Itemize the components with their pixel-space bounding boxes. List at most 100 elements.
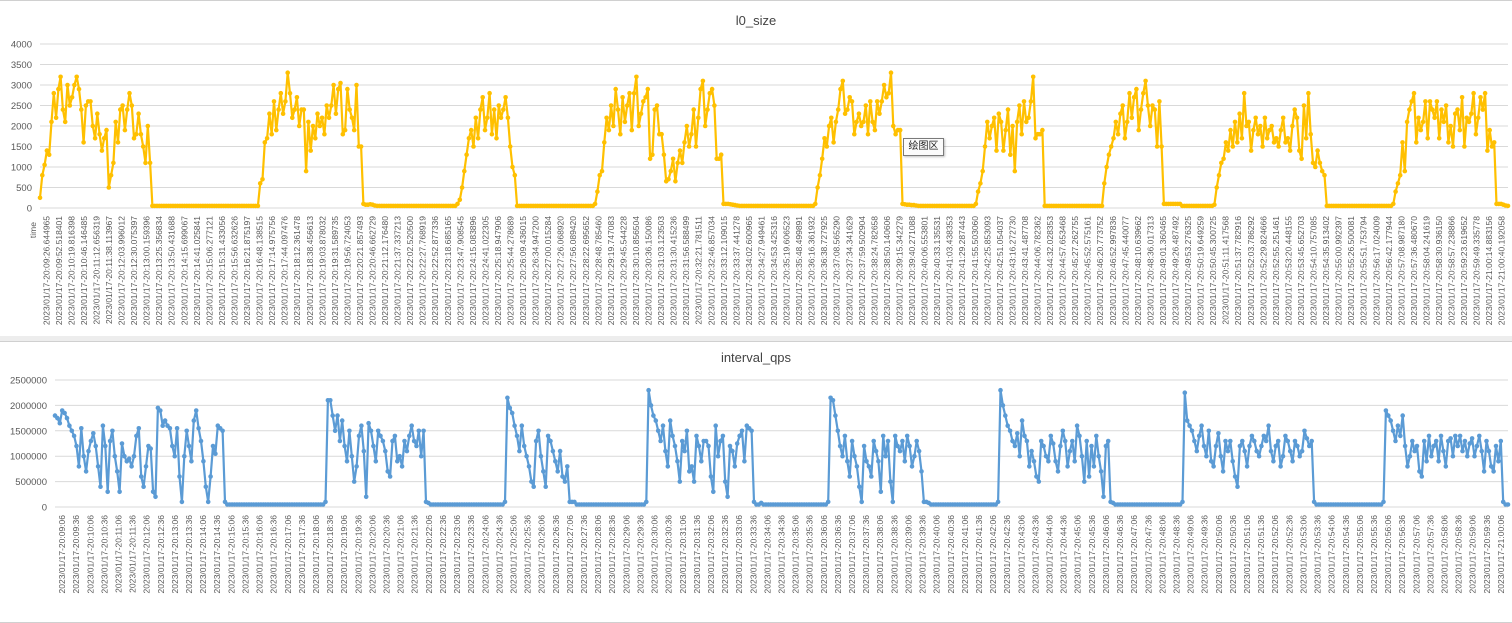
interval-qps-chart[interactable]: 0 500000 1000000 1500000 2000000 2500000 2023/… xyxy=(0,342,1512,622)
chart1-x-tick-label: 2023/01/17-20:26:36 xyxy=(551,515,561,594)
chart0-data-point xyxy=(1491,140,1497,145)
chart1-data-point xyxy=(1103,443,1109,449)
chart0-data-point xyxy=(813,201,818,207)
chart1-data-point xyxy=(687,469,692,474)
chart1-x-tick-label: 2023/01/17-20:46:06 xyxy=(1101,515,1111,594)
chart1-data-point xyxy=(885,438,891,444)
chart1-data-point xyxy=(1469,436,1475,441)
chart0-data-point xyxy=(72,82,77,88)
chart1-x-tick-label: 2023/01/17-20:21:36 xyxy=(410,515,420,594)
chart1-data-point xyxy=(421,428,426,434)
chart0-data-point xyxy=(613,86,618,92)
chart0-data-point xyxy=(69,95,75,100)
chart1-data-point xyxy=(655,428,661,434)
chart0-data-point xyxy=(143,160,148,166)
chart1-data-point xyxy=(1433,438,1439,444)
chart1-data-point xyxy=(1096,453,1101,459)
chart1-data-point xyxy=(198,438,204,444)
chart1-data-point xyxy=(119,441,125,446)
chart0-data-point xyxy=(340,131,346,137)
chart0-x-tick-label: 2023/01/17-20:44:57.653468 xyxy=(1058,216,1068,325)
chart0-x-tick-label: 2023/01/17-20:22:02.520500 xyxy=(405,216,415,325)
chart1-data-point xyxy=(914,438,919,444)
chart0-data-point xyxy=(1230,144,1236,149)
chart0-data-point xyxy=(267,111,272,116)
chart1-data-point xyxy=(1017,453,1022,459)
chart1-data-point xyxy=(1402,443,1408,449)
chart1-data-point xyxy=(339,418,345,423)
chart1-x-tick-label: 2023/01/17-20:22:06 xyxy=(424,515,434,594)
chart0-x-tick-label: 2023/01/17-20:22:27.768919 xyxy=(418,216,428,325)
chart0-data-point xyxy=(56,86,61,92)
chart0-x-tick-label: 2023/01/17-20:34:53.425316 xyxy=(769,216,779,325)
chart1-data-point xyxy=(1079,453,1085,459)
chart1-data-point xyxy=(1048,433,1054,439)
chart0-data-point xyxy=(1214,185,1219,190)
chart1-x-tick-label: 2023/01/17-20:31:06 xyxy=(678,515,688,594)
chart0-data-point xyxy=(88,99,93,104)
interval-qps-chart-panel[interactable]: interval_qps 0 500000 1000000 1500000 200000… xyxy=(0,341,1512,623)
chart1-data-point xyxy=(1089,443,1094,449)
chart1-x-tick-label: 2023/01/17-20:09:36 xyxy=(71,515,81,594)
chart0-x-tick-label: 2023/01/17-20:42:25.853093 xyxy=(982,216,992,325)
chart0-x-tick-label: 2023/01/17-20:51:11.417568 xyxy=(1221,216,1231,325)
chart1-data-point xyxy=(1182,390,1188,395)
chart1-data-point xyxy=(1232,474,1238,479)
chart1-data-point xyxy=(562,479,568,484)
chart1-data-point xyxy=(890,499,896,505)
chart0-data-point xyxy=(296,123,302,129)
chart0-data-point xyxy=(886,90,891,96)
chart0-x-tick-label: 2023/01/17-20:52:29.824666 xyxy=(1258,216,1268,325)
chart1-x-tick-label: 2023/01/17-20:20:06 xyxy=(367,515,377,594)
chart1-data-point xyxy=(126,456,132,461)
chart1-x-tick-label: 2023/01/17-20:52:06 xyxy=(1270,515,1280,594)
chart0-data-point xyxy=(1310,160,1316,166)
chart0-data-point xyxy=(1228,127,1233,133)
chart0-data-point xyxy=(62,119,68,125)
chart1-data-point xyxy=(720,433,726,439)
chart0-data-point xyxy=(124,107,130,112)
chart0-x-tick-label: 2023/01/17-20:40:06.553801 xyxy=(920,216,930,325)
chart1-y-tick-label: 500000 xyxy=(15,477,47,488)
chart0-data-point xyxy=(615,107,621,112)
chart1-data-point xyxy=(550,448,556,454)
chart0-data-point xyxy=(1131,95,1137,100)
chart0-data-point xyxy=(79,107,84,112)
chart1-data-point xyxy=(684,428,690,434)
chart0-data-point xyxy=(315,111,320,116)
chart0-data-point xyxy=(1264,136,1270,141)
chart0-data-point xyxy=(487,90,492,96)
chart1-x-tick-label: 2023/01/17-20:58:06 xyxy=(1440,515,1450,594)
chart1-data-point xyxy=(533,438,539,444)
chart0-data-point xyxy=(1294,115,1300,121)
chart0-data-point xyxy=(106,185,112,190)
chart0-data-point xyxy=(1248,148,1254,153)
chart1-data-point xyxy=(1431,443,1437,449)
chart0-data-point xyxy=(468,127,474,133)
chart1-x-tick-label: 2023/01/17-20:45:36 xyxy=(1087,515,1097,594)
chart0-data-point xyxy=(1283,140,1288,145)
chart0-data-point xyxy=(37,195,43,201)
chart0-data-point xyxy=(358,144,364,149)
chart1-data-point xyxy=(888,479,893,484)
chart0-data-point xyxy=(1432,115,1437,121)
chart1-data-point xyxy=(998,387,1003,393)
chart0-data-point xyxy=(512,172,518,178)
chart0-data-point xyxy=(1019,131,1024,137)
chart1-x-tick-label: 2023/01/17-20:25:06 xyxy=(508,515,518,594)
chart1-x-tick-label: 2023/01/17-20:32:36 xyxy=(720,515,730,594)
l0-size-chart-panel[interactable]: l0_size 0 500 1000 1500 2000 2500 3000 3500 4000… xyxy=(0,0,1512,338)
chart1-data-point xyxy=(1290,459,1295,464)
chart1-data-point xyxy=(1082,479,1087,484)
chart0-x-tick-label: 2023/01/17-20:57:36.480670 xyxy=(1409,216,1419,325)
chart0-data-point xyxy=(1106,152,1112,157)
chart0-x-tick-label: 2023/01/17-20:43:16.272730 xyxy=(1007,216,1017,325)
chart1-x-tick-label: 2023/01/17-20:34:06 xyxy=(762,515,772,594)
chart0-data-point xyxy=(980,168,985,174)
chart1-data-point xyxy=(1000,403,1006,408)
chart1-data-point xyxy=(1244,464,1250,469)
chart0-x-tick-label: 2023/01/17-20:17:44.097476 xyxy=(280,216,290,325)
chart0-data-point xyxy=(129,103,135,108)
chart0-data-point xyxy=(696,115,701,121)
